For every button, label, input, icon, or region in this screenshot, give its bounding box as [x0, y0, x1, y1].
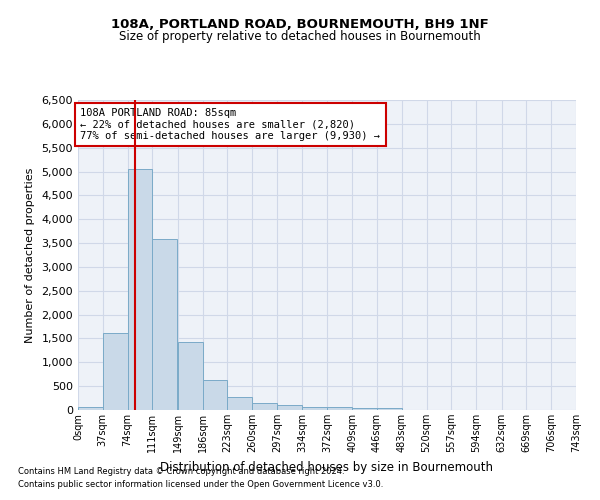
Text: Size of property relative to detached houses in Bournemouth: Size of property relative to detached ho… [119, 30, 481, 43]
Bar [78, 406, 103, 410]
X-axis label: Distribution of detached houses by size in Bournemouth: Distribution of detached houses by size … [161, 460, 493, 473]
Text: Contains public sector information licensed under the Open Government Licence v3: Contains public sector information licen… [18, 480, 383, 489]
Text: 108A PORTLAND ROAD: 85sqm
← 22% of detached houses are smaller (2,820)
77% of se: 108A PORTLAND ROAD: 85sqm ← 22% of detac… [80, 108, 380, 141]
Bar [103, 332, 128, 410]
Bar [152, 240, 177, 410]
Y-axis label: Number of detached properties: Number of detached properties [25, 168, 35, 342]
Bar [302, 407, 326, 410]
Bar [328, 408, 352, 410]
Text: 108A, PORTLAND ROAD, BOURNEMOUTH, BH9 1NF: 108A, PORTLAND ROAD, BOURNEMOUTH, BH9 1N… [111, 18, 489, 30]
Bar [352, 408, 377, 410]
Bar [203, 380, 227, 410]
Bar [178, 342, 203, 410]
Bar [252, 404, 277, 410]
Bar [377, 408, 402, 410]
Bar [277, 405, 302, 410]
Bar [227, 397, 252, 410]
Bar [128, 168, 152, 410]
Text: Contains HM Land Registry data © Crown copyright and database right 2024.: Contains HM Land Registry data © Crown c… [18, 467, 344, 476]
